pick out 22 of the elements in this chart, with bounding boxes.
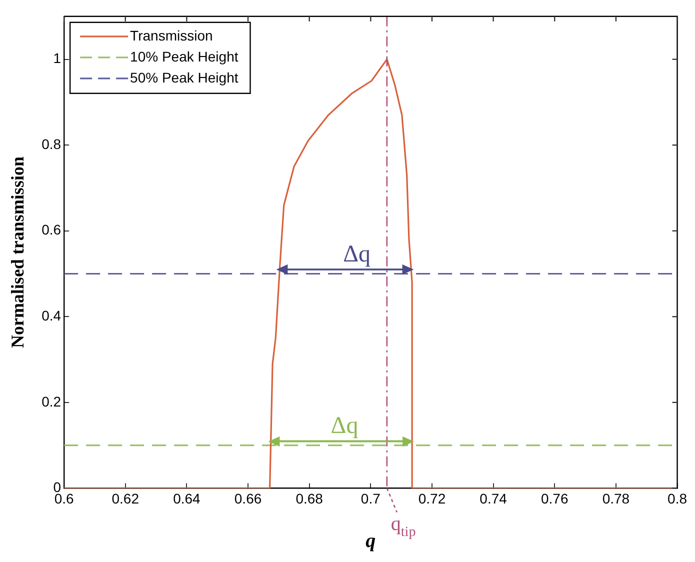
x-tick-label: 0.76: [541, 490, 568, 506]
x-tick-label: 0.7: [360, 490, 381, 506]
x-tick-label: 0.72: [418, 490, 446, 506]
legend-label: 10% Peak Height: [130, 48, 238, 64]
y-axis-title: Normalised transmission: [7, 156, 28, 348]
x-tick-label: 0.62: [112, 490, 140, 506]
x-tick-label: 0.66: [234, 490, 262, 506]
annotation: Δq: [343, 241, 371, 268]
legend-label: Transmission: [130, 27, 213, 44]
y-tick-label: 0.4: [42, 307, 62, 324]
x-tick-label: 0.78: [602, 490, 630, 506]
x-tick-label: 0.8: [668, 490, 688, 506]
y-tick-label: 0.8: [42, 136, 62, 152]
annotation: Δq: [330, 413, 358, 440]
y-tick-label: 0.2: [42, 393, 62, 410]
x-axis-title: q: [366, 530, 376, 552]
x-tick-label: 0.68: [296, 490, 324, 506]
x-tick-label: 0.64: [173, 490, 201, 506]
y-tick-label: 0.6: [42, 222, 62, 238]
y-tick-label: 1: [53, 50, 62, 66]
x-tick-label: 0.74: [480, 490, 508, 506]
legend-label: 50% Peak Height: [130, 69, 238, 86]
